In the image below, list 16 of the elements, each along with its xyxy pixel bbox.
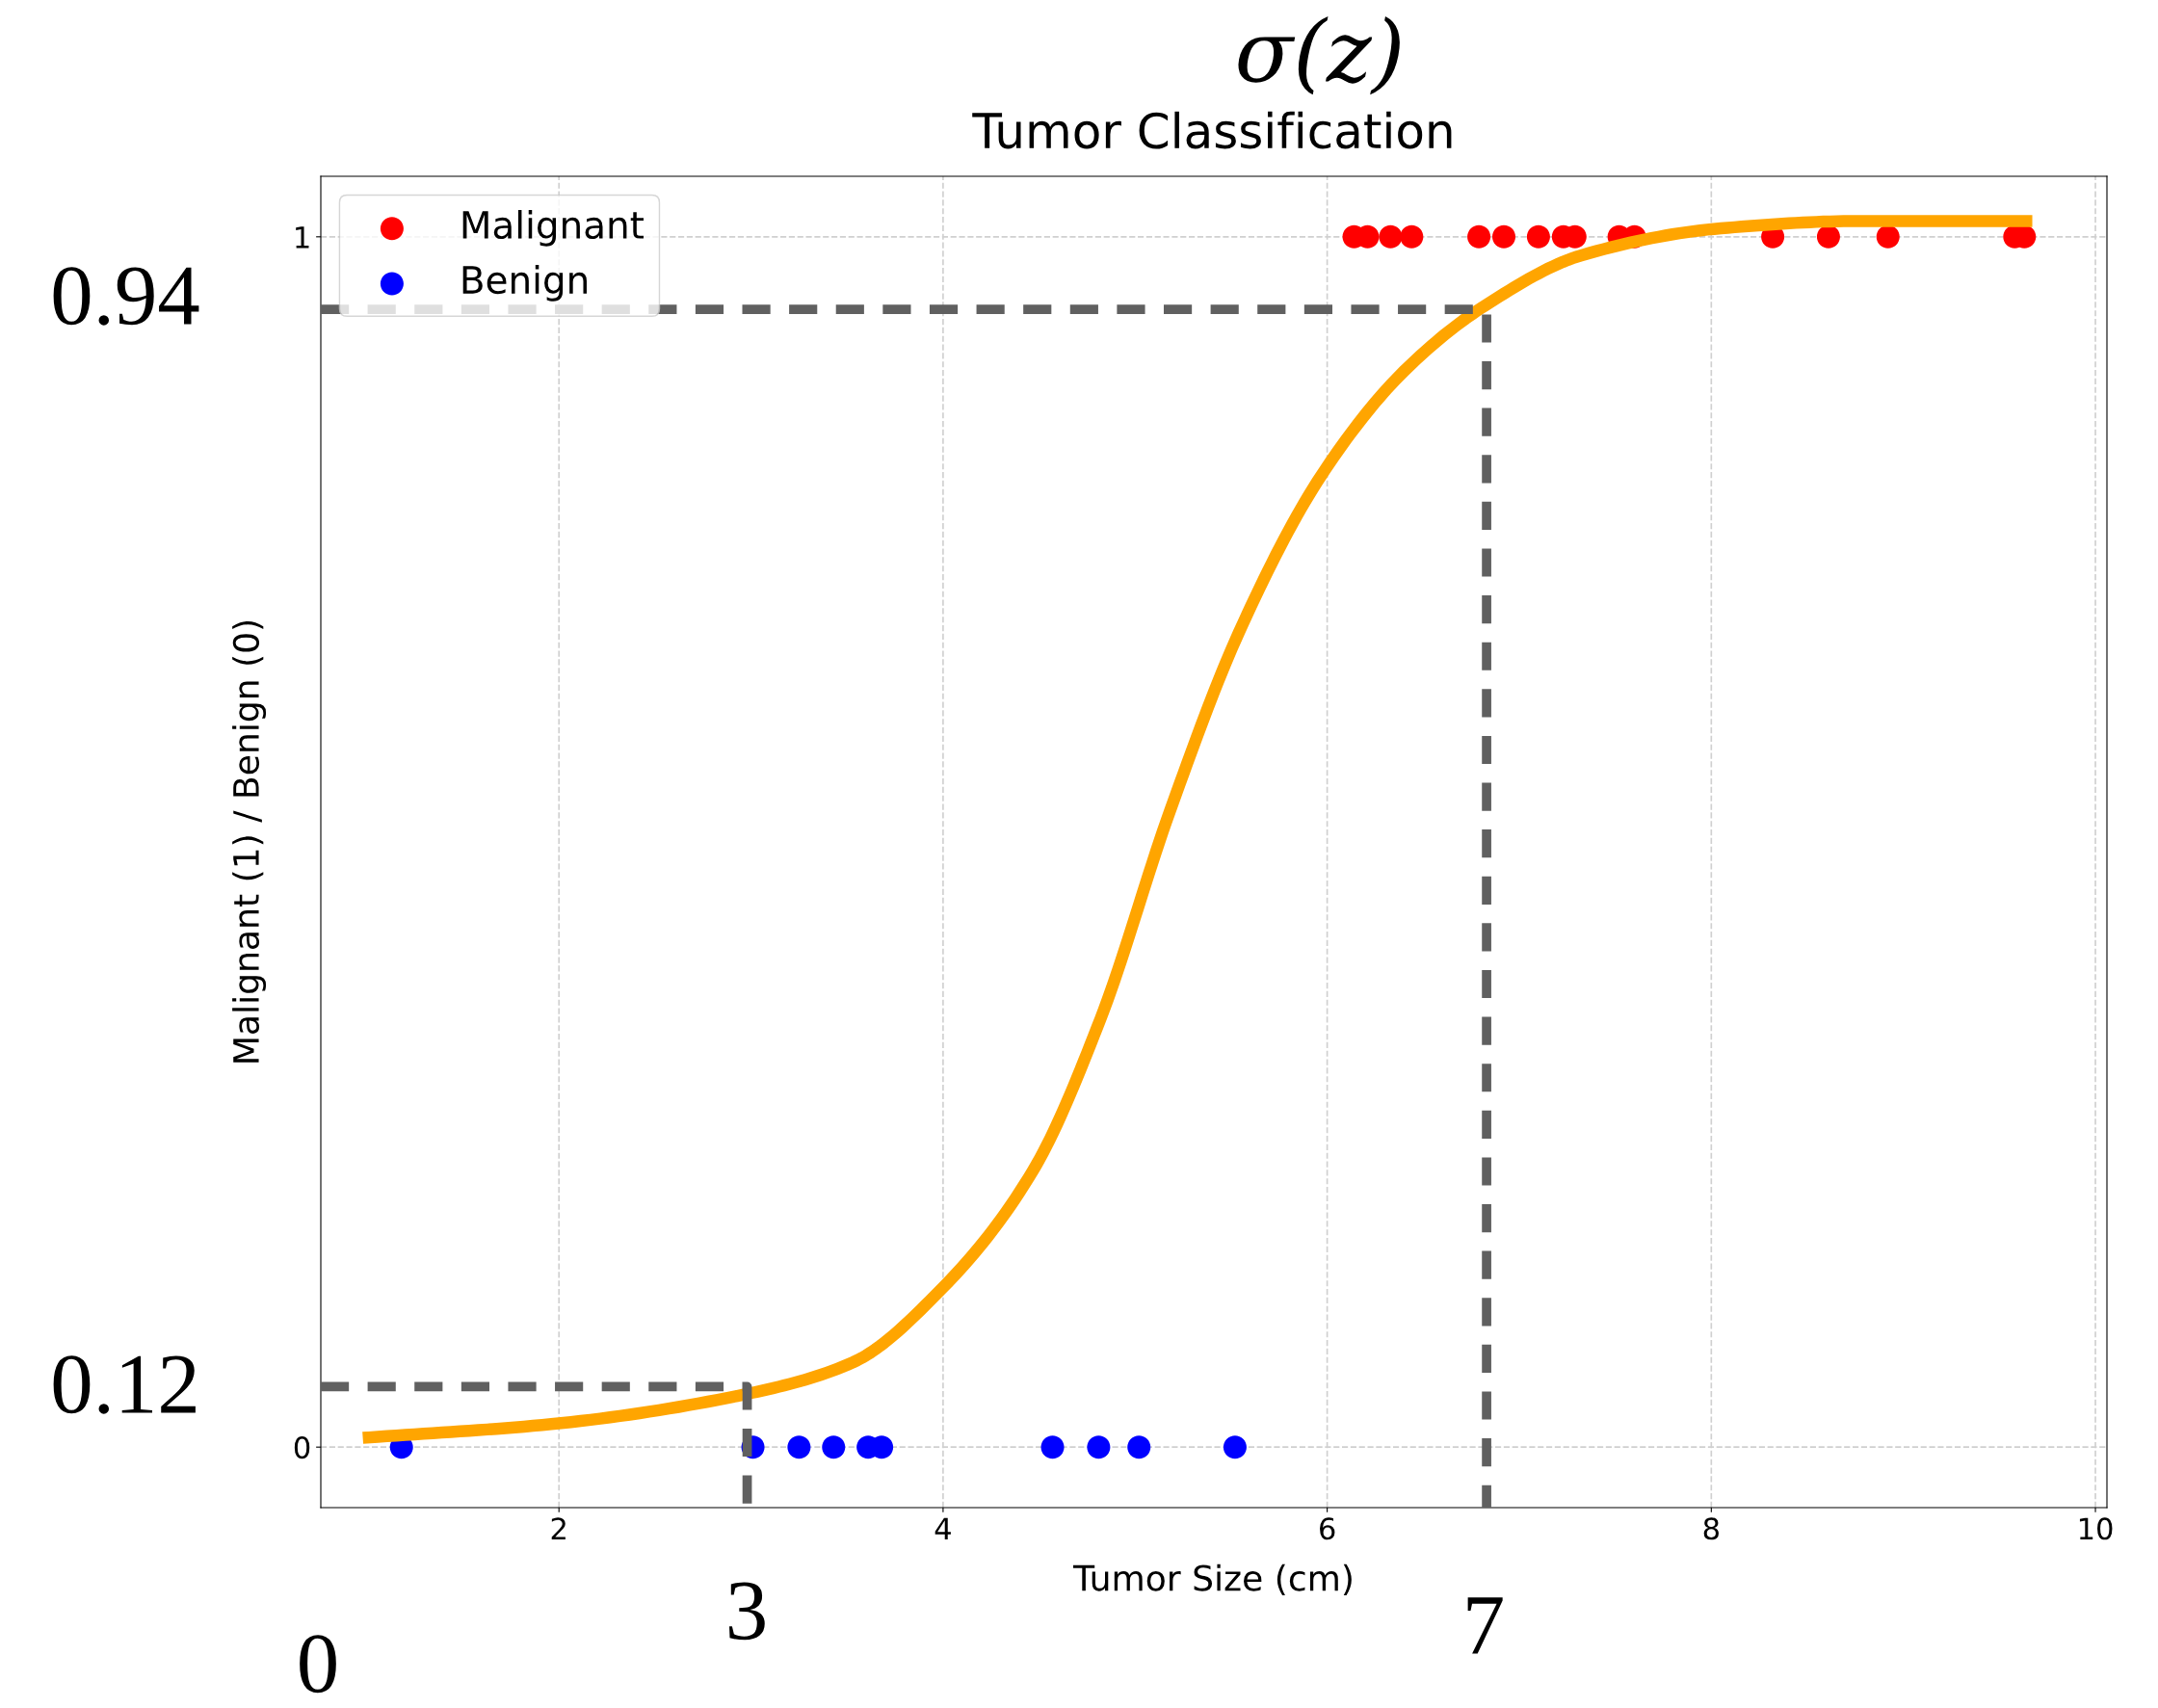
text: 0.94: [53, 267, 199, 326]
x-tick-label: 8: [1703, 1517, 1719, 1540]
legend-label: Benign: [462, 265, 587, 302]
x-tick-label: 6: [1320, 1517, 1335, 1540]
x-tick-label: 2: [551, 1517, 566, 1539]
x-tick-label: 4: [934, 1517, 951, 1539]
y-axis-title: Malignant (1) / Benign (0): [232, 620, 267, 1063]
text: 3: [729, 1582, 765, 1641]
text: 0.12: [53, 1355, 196, 1414]
chart-title: σ(z): [1238, 15, 1400, 95]
x-tick-label: 10: [2079, 1517, 2113, 1540]
y-tick-label: 1: [296, 226, 309, 249]
chart-subtitle: Tumor Classification: [972, 111, 1452, 149]
text: 7: [1467, 1597, 1503, 1654]
x-axis-title: Tumor Size (cm): [1072, 1563, 1352, 1595]
legend-label: Malignant: [462, 210, 645, 247]
